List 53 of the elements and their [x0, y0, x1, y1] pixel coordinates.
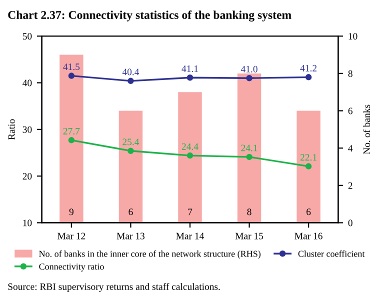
bar — [237, 73, 262, 223]
data-label: 24.4 — [182, 143, 198, 150]
bar — [296, 110, 320, 223]
y-tick-label: 10 — [23, 220, 32, 226]
point — [246, 74, 252, 82]
x-tick-label: Mar 14 — [176, 232, 204, 240]
data-label: 22.1 — [300, 154, 316, 161]
point — [68, 137, 75, 144]
data-label: 41.5 — [63, 64, 80, 70]
point — [128, 148, 134, 154]
point — [246, 154, 252, 160]
y2-axis-title: No. of banks — [363, 104, 370, 154]
y-tick-label: 20 — [22, 172, 32, 180]
y2-tick-label: 2 — [348, 182, 352, 189]
bar — [118, 110, 143, 223]
point — [305, 74, 312, 80]
point — [186, 74, 194, 81]
data-label: 27.7 — [63, 128, 80, 134]
legend-label: Cluster coefficient — [298, 250, 365, 257]
x-tick-label: Mar 13 — [116, 232, 145, 240]
x-tick-label: Mar 15 — [235, 232, 264, 240]
bar — [60, 54, 84, 223]
data-label: 40.4 — [122, 68, 140, 76]
data-label: 25.4 — [122, 138, 140, 146]
x-tick-label: Mar 16 — [294, 232, 322, 240]
point — [305, 163, 312, 170]
data-label: 9 — [69, 208, 74, 216]
y2-tick-label: 6 — [348, 108, 352, 114]
data-label: 7 — [188, 208, 192, 216]
point — [186, 152, 194, 159]
source-note: Source: RBI supervisory returns and staff calculations. — [8, 283, 220, 292]
y2-tick-label: 8 — [348, 70, 352, 77]
bar — [178, 92, 202, 223]
data-label: 6 — [306, 208, 311, 216]
y2-tick-label: 4 — [348, 145, 353, 152]
x-tick-label: Mar 12 — [58, 232, 86, 240]
y-tick-label: 30 — [22, 126, 32, 133]
point — [68, 72, 75, 79]
data-label: 41.0 — [240, 66, 258, 72]
data-label: 6 — [128, 208, 133, 216]
legend-label: Connectivity ratio — [39, 264, 104, 272]
y-axis-title: Ratio — [8, 119, 15, 140]
data-label: 24.1 — [241, 144, 258, 152]
point — [128, 78, 134, 84]
y-tick-label: 50 — [22, 33, 32, 40]
data-label: 41.2 — [300, 64, 317, 72]
y2-tick-label: 10 — [348, 33, 358, 40]
chart-title: Chart 2.37: Connectivity statistics of the banking system — [8, 10, 292, 22]
data-label: 41.1 — [182, 65, 198, 72]
legend-label: No. of banks in the inner core of the network structure (RHS) — [39, 250, 261, 259]
y2-tick-label: 0 — [348, 220, 352, 226]
y-tick-label: 40 — [22, 80, 32, 86]
data-label: 8 — [247, 208, 252, 216]
